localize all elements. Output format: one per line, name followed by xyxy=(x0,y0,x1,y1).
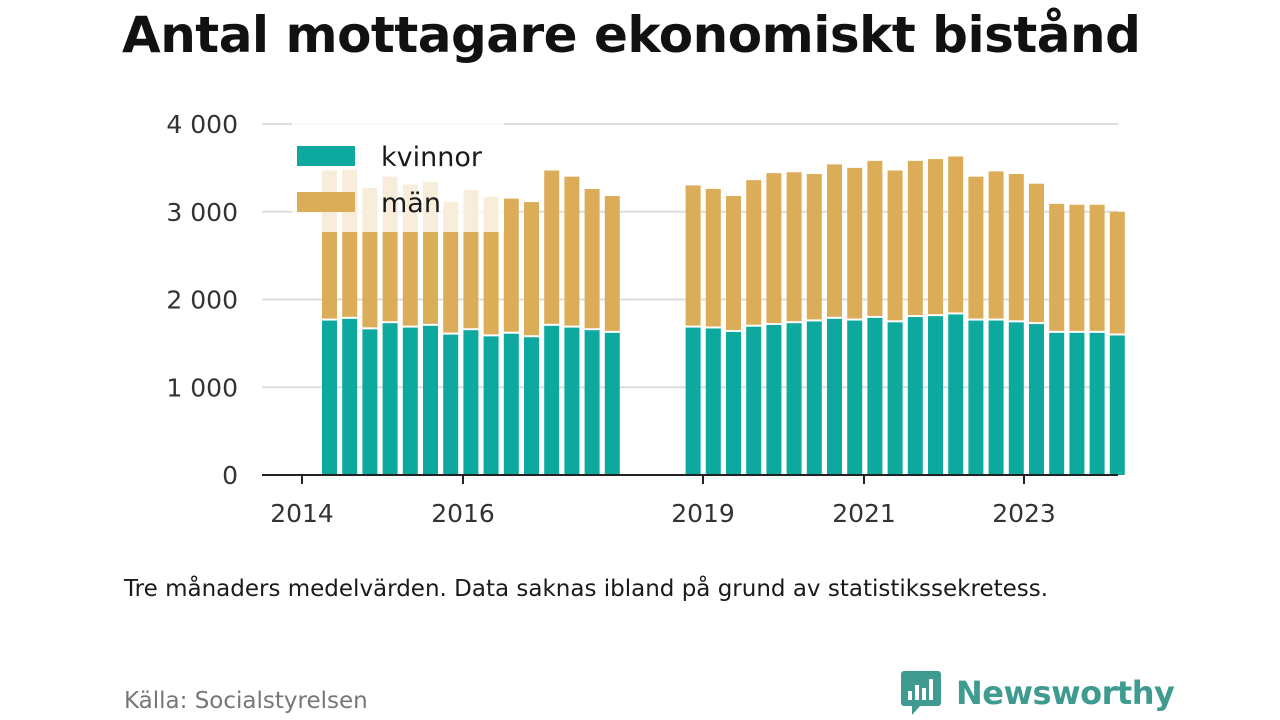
bar-kvinnor xyxy=(604,332,620,475)
bar-kvinnor xyxy=(382,323,398,475)
x-axis-labels: 2014 2016 2019 2021 2023 xyxy=(270,499,1056,528)
bar-man xyxy=(544,170,560,324)
bar-man xyxy=(1089,204,1105,331)
bar-man xyxy=(705,188,721,327)
legend-label-kvinnor: kvinnor xyxy=(381,142,483,173)
y-tick-label: 4 000 xyxy=(166,110,238,139)
bar-kvinnor xyxy=(907,317,923,475)
y-tick-label: 3 000 xyxy=(166,198,238,227)
bar-man xyxy=(786,172,802,322)
bar-kvinnor xyxy=(544,325,560,475)
bar-kvinnor xyxy=(887,322,903,475)
bar-kvinnor xyxy=(483,336,499,475)
x-tick-label: 2016 xyxy=(431,499,495,528)
bar-man xyxy=(564,176,580,326)
bar-man xyxy=(1008,174,1024,321)
bar-kvinnor xyxy=(968,320,984,475)
x-axis xyxy=(262,474,1118,484)
bar-kvinnor xyxy=(524,337,539,475)
bar-kvinnor xyxy=(867,317,883,475)
brand-name: Newsworthy xyxy=(956,674,1175,712)
x-tick-label: 2019 xyxy=(671,499,735,528)
x-tick-label: 2021 xyxy=(832,499,896,528)
bar-kvinnor xyxy=(423,325,438,475)
legend-background xyxy=(292,120,504,232)
legend-swatch-man xyxy=(297,192,355,212)
bar-kvinnor xyxy=(806,321,822,475)
legend-swatch-kvinnor xyxy=(297,146,355,166)
chart-note: Tre månaders medelvärden. Data saknas ib… xyxy=(124,576,1049,602)
bar-man xyxy=(806,174,822,320)
bar-kvinnor xyxy=(1109,335,1125,475)
bar-man xyxy=(685,185,701,326)
bar-kvinnor xyxy=(786,323,802,475)
bar-kvinnor xyxy=(503,333,519,475)
bar-man xyxy=(968,176,984,319)
bar-man xyxy=(1049,203,1065,331)
bar-kvinnor xyxy=(402,327,418,475)
bar-man xyxy=(847,167,863,319)
bar-man xyxy=(907,160,923,316)
bar-kvinnor xyxy=(766,324,782,475)
bar-man xyxy=(887,170,903,321)
bar-kvinnor xyxy=(584,330,600,475)
bar-kvinnor xyxy=(1069,332,1085,475)
bar-kvinnor xyxy=(322,320,337,475)
page-title: Antal mottagare ekonomiskt bistånd xyxy=(122,6,1141,64)
bar-man xyxy=(766,173,782,323)
bar-man xyxy=(988,171,1004,319)
bar-kvinnor xyxy=(726,331,741,475)
bar-man xyxy=(604,195,620,331)
bar-kvinnor xyxy=(1008,322,1024,475)
bar-man xyxy=(503,198,519,332)
legend-label-man: män xyxy=(381,188,441,219)
bar-kvinnor xyxy=(564,327,580,475)
bar-man xyxy=(867,160,883,316)
bar-kvinnor xyxy=(705,328,721,475)
bar-man xyxy=(1069,204,1085,331)
bar-man xyxy=(584,188,600,329)
bar-man xyxy=(928,159,943,315)
bar-kvinnor xyxy=(1029,324,1044,475)
brand-logo: Newsworthy xyxy=(900,668,1175,718)
x-tick-label: 2014 xyxy=(270,499,334,528)
bar-kvinnor xyxy=(342,318,358,475)
bar-kvinnor xyxy=(685,327,701,475)
newsworthy-logo-icon xyxy=(901,671,941,715)
y-tick-label: 1 000 xyxy=(166,373,238,402)
bar-kvinnor xyxy=(1049,332,1065,475)
bar-kvinnor xyxy=(928,316,943,475)
bar-man xyxy=(726,195,741,330)
bar-man xyxy=(948,156,964,313)
bar-kvinnor xyxy=(746,326,762,475)
bar-man xyxy=(746,180,762,325)
bar-kvinnor xyxy=(463,330,479,475)
bar-kvinnor xyxy=(827,318,842,475)
bar-kvinnor xyxy=(948,314,964,475)
x-tick-label: 2023 xyxy=(992,499,1056,528)
y-tick-label: 0 xyxy=(222,461,238,490)
y-tick-label: 2 000 xyxy=(166,286,238,315)
bar-kvinnor xyxy=(988,320,1004,475)
bar-man xyxy=(827,164,842,317)
bar-kvinnor xyxy=(362,329,378,475)
bar-kvinnor xyxy=(847,320,863,475)
bar-kvinnor xyxy=(443,334,459,475)
bar-kvinnor xyxy=(1089,332,1105,475)
bar-man xyxy=(524,202,539,336)
bar-man xyxy=(1109,211,1125,334)
legend: kvinnor män xyxy=(292,120,504,232)
source-label: Källa: Socialstyrelsen xyxy=(124,688,368,714)
bar-man xyxy=(443,202,459,333)
bar-man xyxy=(1029,183,1044,323)
y-axis-labels: 0 1 000 2 000 3 000 4 000 xyxy=(166,110,238,490)
